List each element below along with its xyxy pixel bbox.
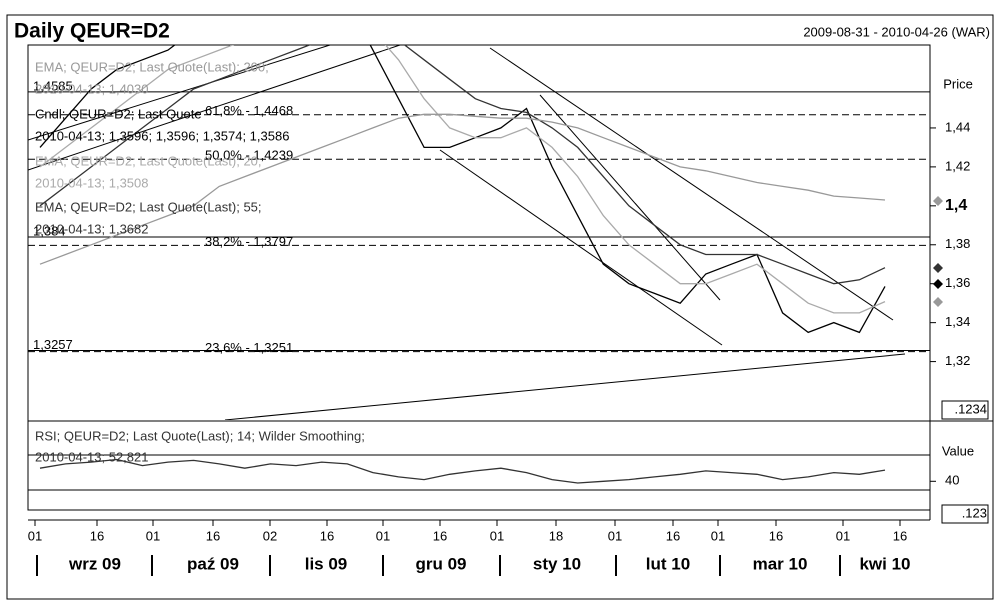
legend-last: 2010-04-13; 1,3596; 1,3596; 1,3574; 1,35… [35, 128, 289, 143]
y-tick-label: 1,38 [945, 236, 970, 251]
fib-label: 61,8% - 1,4468 [205, 103, 293, 118]
y-tick-label: 1,32 [945, 353, 970, 368]
series-line [39, 45, 886, 334]
series-group: 61,8% - 1,4468 50,0% - 1,4239 38,2% - 1,37… [28, 45, 930, 355]
x-day-label: 01 [608, 528, 622, 543]
marker [933, 279, 943, 289]
y-tick-label: 1,36 [945, 275, 970, 290]
x-day-label: 01 [836, 528, 850, 543]
corner-box [941, 504, 989, 524]
legend-last: 2010-04-13; 1,3682 [35, 221, 148, 236]
y-tick-label: 40 [945, 473, 959, 488]
series-line [39, 45, 886, 314]
x-day-label: 01 [490, 528, 504, 543]
x-day-label: 01 [711, 528, 725, 543]
x-day-label: 16 [666, 528, 680, 543]
x-day-label: 16 [893, 528, 907, 543]
x-day-label: 16 [206, 528, 220, 543]
x-day-label: 16 [320, 528, 334, 543]
y-axis-label: Price [943, 76, 973, 91]
x-month-label: kwi 10 [859, 554, 910, 573]
x-month-label: paź 09 [187, 554, 239, 573]
y-axis-label: Value [942, 443, 974, 458]
legend-name: EMA; QEUR=D2; Last Quote(Last); 20; [35, 153, 262, 168]
fib-label: 23,6% - 1,3251 [205, 340, 293, 355]
corner-label: .123 [962, 505, 987, 520]
legend-name: EMA; QEUR=D2; Last Quote(Last); 200; [35, 59, 269, 74]
x-day-label: 16 [90, 528, 104, 543]
y-tick-label: 1,42 [945, 158, 970, 173]
marker [933, 196, 943, 206]
trend-lines [28, 45, 906, 420]
legend-name: Cndl; QEUR=D2; Last Quote [35, 106, 202, 121]
series-line [39, 45, 886, 285]
x-day-label: 16 [433, 528, 447, 543]
series-line [39, 113, 886, 265]
level-label: 1,3257 [33, 337, 73, 352]
frame [6, 14, 994, 600]
series-line [39, 458, 886, 484]
x-month-label: gru 09 [415, 554, 466, 573]
legend-last: 2010-04-13; 1,3508 [35, 175, 148, 190]
date-range: 2009-08-31 - 2010-04-26 (WAR) [803, 24, 990, 39]
series-group [39, 458, 886, 484]
marker [933, 297, 943, 307]
x-day-label: 18 [549, 528, 563, 543]
corner-label: .1234 [954, 401, 987, 416]
legend-name: RSI; QEUR=D2; Last Quote(Last); 14; Wild… [35, 428, 365, 443]
corner-box [941, 400, 989, 420]
legend-last: 2010-04-13; 52,821 [35, 449, 148, 464]
y-tick-label: 1,44 [945, 119, 970, 134]
title: Daily QEUR=D2 [14, 20, 170, 43]
x-day-label: 01 [146, 528, 160, 543]
x-day-label: 01 [376, 528, 390, 543]
rsi-levels [28, 454, 930, 491]
level-label: 1,384 [33, 223, 66, 238]
x-month-label: lut 10 [646, 554, 690, 573]
x-day-label: 02 [263, 528, 277, 543]
y-tick-label: 1,4 [945, 197, 967, 214]
x-month-label: sty 10 [533, 554, 581, 573]
legend-name: EMA; QEUR=D2; Last Quote(Last); 55; [35, 199, 262, 214]
level-label: 1,4585 [33, 78, 73, 93]
x-day-label: 16 [769, 528, 783, 543]
y-tick-label: 1,34 [945, 314, 970, 329]
marker [933, 263, 943, 273]
x-month-label: lis 09 [305, 554, 348, 573]
x-day-label: 01 [28, 528, 42, 543]
legend-last: 2010-04-13; 1,4030 [35, 81, 148, 96]
x-month-label: wrz 09 [68, 554, 121, 573]
x-month-label: mar 10 [753, 554, 808, 573]
fib-label: 50,0% - 1,4239 [205, 148, 293, 163]
fib-label: 38,2% - 1,3797 [205, 234, 293, 249]
